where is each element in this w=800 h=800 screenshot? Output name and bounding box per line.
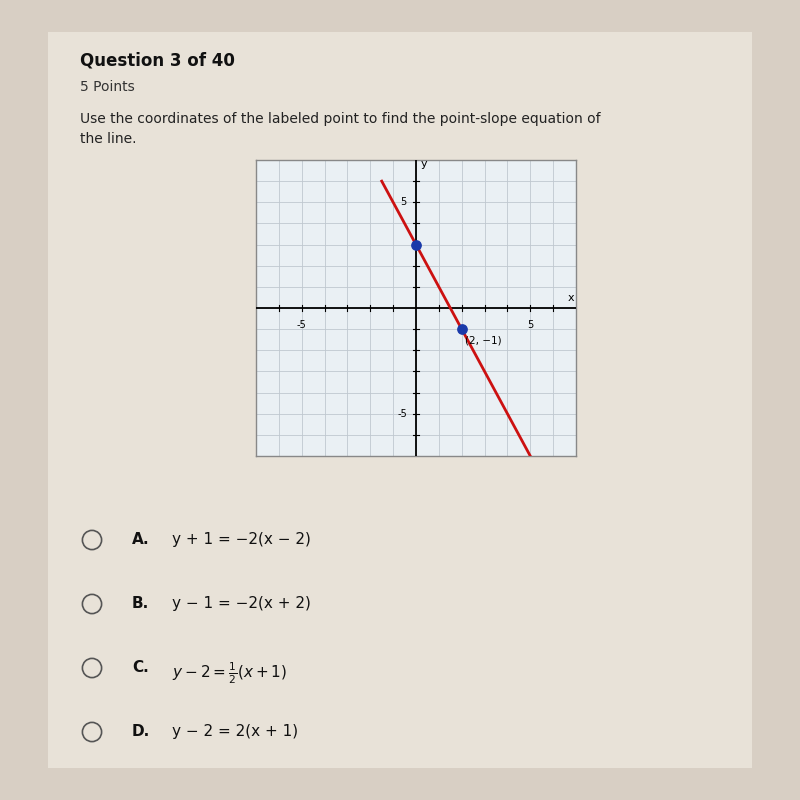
Text: D.: D.: [132, 724, 150, 739]
Text: Question 3 of 40: Question 3 of 40: [80, 52, 235, 70]
Text: B.: B.: [132, 596, 150, 611]
Text: y + 1 = −2(x − 2): y + 1 = −2(x − 2): [172, 532, 311, 547]
Text: 5: 5: [527, 320, 534, 330]
Text: C.: C.: [132, 660, 149, 675]
Text: A.: A.: [132, 532, 150, 547]
Text: Use the coordinates of the labeled point to find the point-slope equation of: Use the coordinates of the labeled point…: [80, 112, 601, 126]
Text: (2, −1): (2, −1): [465, 335, 502, 346]
Text: y: y: [421, 159, 427, 170]
Text: $y - 2 = \frac{1}{2}(x+1)$: $y - 2 = \frac{1}{2}(x+1)$: [172, 660, 287, 686]
Point: [455, 322, 468, 335]
Text: y − 2 = 2(x + 1): y − 2 = 2(x + 1): [172, 724, 298, 739]
FancyBboxPatch shape: [48, 32, 752, 768]
Text: -5: -5: [397, 409, 407, 418]
Text: -5: -5: [297, 320, 306, 330]
Text: y − 1 = −2(x + 2): y − 1 = −2(x + 2): [172, 596, 311, 611]
Text: the line.: the line.: [80, 132, 137, 146]
Text: x: x: [568, 294, 574, 303]
Point: [410, 238, 422, 251]
Text: 5 Points: 5 Points: [80, 80, 134, 94]
Text: 5: 5: [401, 198, 407, 207]
